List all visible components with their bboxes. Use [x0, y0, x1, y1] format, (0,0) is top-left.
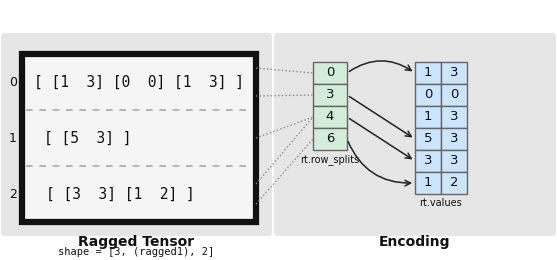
Text: 0: 0: [424, 88, 432, 101]
Text: 4: 4: [326, 110, 334, 124]
Text: 3: 3: [326, 88, 334, 101]
Text: 2: 2: [9, 187, 17, 200]
Bar: [313, 84, 347, 106]
Bar: [415, 62, 441, 84]
Text: 1: 1: [424, 177, 432, 190]
Bar: [441, 150, 467, 172]
Bar: [313, 62, 347, 84]
Text: 0: 0: [450, 88, 458, 101]
Text: [ [1  3] [0  0] [1  3] ]: [ [1 3] [0 0] [1 3] ]: [34, 75, 244, 89]
Text: 2: 2: [449, 177, 458, 190]
Text: 3: 3: [424, 154, 432, 167]
Bar: [441, 172, 467, 194]
Text: shape = [3, (ragged1), 2]: shape = [3, (ragged1), 2]: [58, 247, 214, 257]
Text: 0: 0: [326, 67, 334, 80]
Bar: [415, 128, 441, 150]
Bar: [441, 128, 467, 150]
Bar: [313, 106, 347, 128]
FancyBboxPatch shape: [22, 54, 256, 222]
Bar: [441, 84, 467, 106]
Bar: [415, 172, 441, 194]
Text: 6: 6: [326, 133, 334, 146]
Text: 0: 0: [9, 75, 17, 88]
Text: rt.row_splits: rt.row_splits: [300, 154, 360, 165]
Bar: [313, 128, 347, 150]
Bar: [415, 106, 441, 128]
Text: 5: 5: [424, 133, 432, 146]
Text: 1: 1: [424, 110, 432, 124]
Text: 3: 3: [449, 67, 458, 80]
Text: Ragged Tensor: Ragged Tensor: [79, 235, 194, 249]
Text: [ [5  3] ]: [ [5 3] ]: [44, 131, 131, 146]
Text: rt.values: rt.values: [419, 198, 462, 208]
Bar: [415, 84, 441, 106]
Text: [ [3  3] [1  2] ]: [ [3 3] [1 2] ]: [46, 186, 194, 202]
Text: Encoding: Encoding: [379, 235, 451, 249]
Text: 1: 1: [424, 67, 432, 80]
FancyBboxPatch shape: [274, 33, 556, 236]
Text: 3: 3: [449, 133, 458, 146]
Bar: [441, 62, 467, 84]
Bar: [415, 150, 441, 172]
FancyBboxPatch shape: [1, 33, 272, 236]
Bar: [441, 106, 467, 128]
Text: 3: 3: [449, 110, 458, 124]
Text: 1: 1: [9, 132, 17, 145]
Text: 3: 3: [449, 154, 458, 167]
